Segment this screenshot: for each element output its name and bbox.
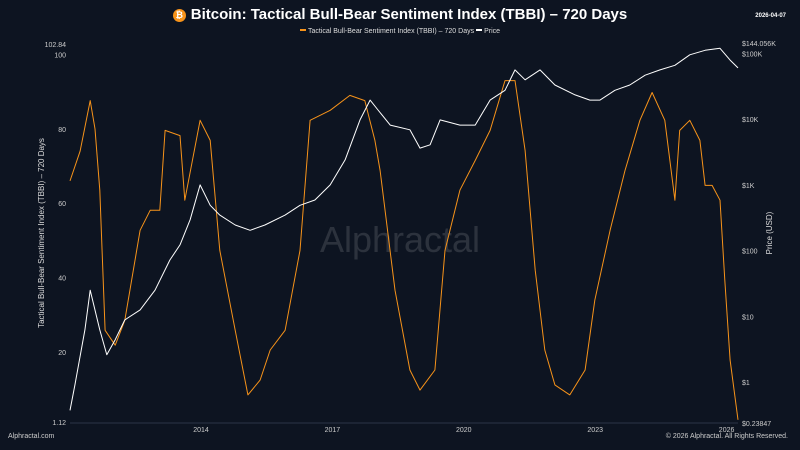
y-right-tick-label: $0.23847 (742, 421, 771, 428)
y-left-tick-label: 102.84 (45, 42, 67, 49)
y-right-tick-label: $10 (742, 314, 754, 321)
tbbi-series-line (69, 80, 739, 420)
y-left-tick-label: 60 (58, 201, 66, 208)
price-series-line (69, 47, 739, 411)
x-tick-label: 2017 (325, 427, 341, 434)
y-right-tick-label: $100K (742, 52, 763, 59)
x-tick-label: 2020 (456, 427, 472, 434)
y-left-label: Tactical Bull-Bear Sentiment Index (TBBI… (37, 138, 46, 328)
date-label: 2026-04-07 (755, 13, 786, 19)
footer-site[interactable]: Alphractal.com (8, 433, 55, 440)
y-right-tick-label: $100 (742, 249, 758, 256)
y-left-tick-label: 100 (54, 53, 66, 60)
legend-item-tbbi[interactable]: Tactical Bull-Bear Sentiment Index (TBBI… (299, 28, 474, 35)
y-right-tick-label: $144.056K (742, 41, 776, 48)
y-right-tick-label: $10K (742, 117, 759, 124)
y-left-tick-label: 1.12 (52, 420, 66, 427)
y-left-tick-label: 80 (58, 127, 66, 134)
x-tick-label: 2023 (587, 427, 603, 434)
y-left-tick-label: 40 (58, 276, 66, 283)
y-right-tick-label: $1K (742, 183, 755, 190)
y-right-tick-label: $1 (742, 380, 750, 387)
bitcoin-icon: ₿ (172, 9, 186, 22)
y-left-tick-label: 20 (58, 350, 66, 357)
legend: Tactical Bull-Bear Sentiment Index (TBBI… (0, 28, 800, 35)
watermark: Alphractal (320, 219, 480, 260)
x-tick-label: 2026 (719, 427, 735, 434)
footer-copyright: © 2026 Alphractal. All Rights Reserved. (665, 433, 788, 440)
y-right-label: Price (USD) (765, 211, 774, 254)
x-tick-label: 2014 (193, 427, 209, 434)
legend-item-price[interactable]: Price (476, 28, 500, 35)
chart-title: ₿ Bitcoin: Tactical Bull-Bear Sentiment I… (0, 6, 800, 23)
